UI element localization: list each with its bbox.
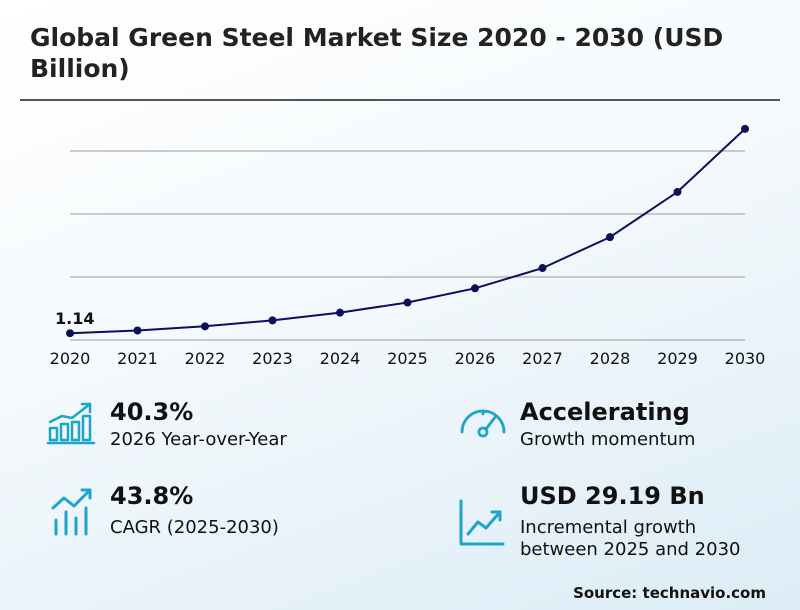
x-tick-label: 2021 [117, 349, 158, 368]
data-label: 1.14 [55, 309, 94, 328]
data-point [133, 326, 142, 335]
data-point [336, 308, 344, 317]
x-tick-label: 2020 [50, 349, 91, 368]
data-point [201, 322, 209, 331]
stat-incremental: USD 29.19 Bn Incremental growth between … [458, 482, 778, 562]
line-chart: 2020 2021 2022 2023 2024 2025 2026 2027 2028 2029… [50, 124, 766, 368]
bar-growth-icon [46, 402, 96, 445]
data-point [403, 298, 412, 307]
stat-momentum: Accelerating Growth momentum [458, 398, 778, 458]
chart-title: Global Green Steel Market Size 2020 - 20… [30, 23, 724, 83]
stat-label: 2026 Year-over-Year [110, 429, 287, 450]
stat-yoy: 40.3% 2026 Year-over-Year [46, 398, 346, 458]
stat-value: USD 29.19 Bn [520, 482, 705, 510]
line-trend-icon [459, 499, 505, 546]
data-point [606, 233, 614, 242]
data-point [538, 264, 547, 273]
stat-value: Accelerating [520, 398, 690, 426]
gauge-icon [460, 409, 506, 438]
x-axis-ticks: 2020 2021 2022 2023 2024 2025 2026 2027 2028 2029… [50, 349, 766, 368]
data-point [471, 284, 479, 293]
data-point [673, 187, 682, 196]
x-tick-label: 2023 [252, 349, 293, 368]
stat-label: CAGR (2025-2030) [110, 517, 279, 538]
x-tick-label: 2028 [590, 349, 631, 368]
stat-label: between 2025 and 2030 [520, 539, 741, 560]
data-point [268, 316, 277, 325]
stat-label: Incremental growth [520, 517, 697, 538]
stat-cagr: 43.8% CAGR (2025-2030) [50, 482, 350, 542]
x-tick-label: 2027 [522, 349, 563, 368]
x-tick-label: 2024 [320, 349, 361, 368]
stat-value: 40.3% [110, 398, 194, 426]
stat-label: Growth momentum [520, 429, 696, 450]
data-points [66, 124, 749, 338]
data-point [741, 124, 749, 133]
x-tick-label: 2029 [657, 349, 698, 368]
source-note: Source: technavio.com [573, 584, 766, 602]
bar-trend-icon [51, 488, 92, 536]
x-tick-label: 2026 [455, 349, 496, 368]
data-point [66, 329, 74, 338]
x-tick-label: 2030 [725, 349, 766, 368]
stat-value: 43.8% [110, 482, 194, 510]
title-divider [20, 99, 780, 101]
gridlines [70, 150, 745, 341]
x-tick-label: 2025 [387, 349, 428, 368]
x-tick-label: 2022 [185, 349, 226, 368]
